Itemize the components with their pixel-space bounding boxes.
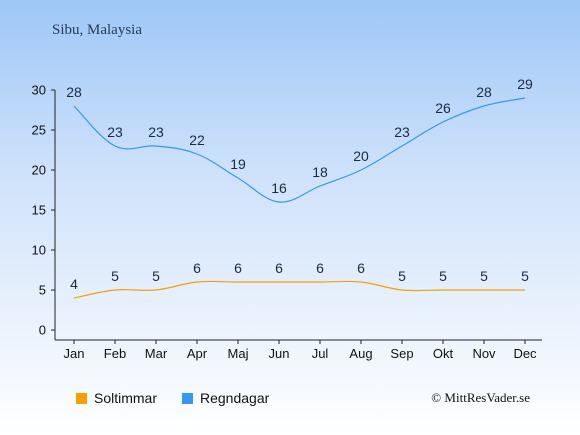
legend-swatch-regndagar [182,392,193,404]
legend-swatch-soltimmar [76,392,87,404]
series-line-regndagar [73,97,526,203]
y-tick-label: 10 [32,243,46,258]
legend-label-soltimmar: Soltimmar [94,390,158,406]
legend-label-regndagar: Regndagar [200,390,270,406]
y-tick-label: 25 [32,123,46,138]
x-tick-label: Jun [269,346,290,361]
data-label-soltimmar: 6 [234,260,242,276]
data-label-soltimmar: 4 [70,276,78,292]
legend-item-soltimmar: Soltimmar [76,390,157,406]
data-label-regndagar: 20 [353,148,369,164]
data-label-regndagar: 23 [107,124,123,140]
data-label-regndagar: 28 [476,84,492,100]
data-label-regndagar: 29 [517,76,533,92]
data-label-regndagar: 26 [435,100,451,116]
legend-item-regndagar: Regndagar [182,390,269,406]
data-label-regndagar: 28 [66,84,82,100]
x-tick-label: Dec [513,346,537,361]
data-label-soltimmar: 5 [439,268,447,284]
data-label-soltimmar: 5 [111,268,119,284]
y-tick-label: 20 [32,163,46,178]
series-line-soltimmar [73,280,525,299]
data-label-regndagar: 23 [394,124,410,140]
data-label-soltimmar: 5 [480,268,488,284]
data-label-soltimmar: 6 [193,260,201,276]
chart-title: Sibu, Malaysia [52,22,142,38]
y-tick-label: 15 [32,203,46,218]
x-tick-label: Maj [228,346,249,361]
x-tick-label: Sep [390,346,413,361]
x-tick-label: Okt [433,346,454,361]
data-label-soltimmar: 5 [398,268,406,284]
data-label-soltimmar: 5 [521,268,529,284]
data-label-soltimmar: 5 [152,268,160,284]
y-tick-label: 30 [32,83,46,98]
data-label-regndagar: 18 [312,164,328,180]
x-tick-label: Feb [104,346,126,361]
data-label-soltimmar: 6 [275,260,283,276]
data-label-regndagar: 22 [189,132,205,148]
y-tick-label: 5 [39,283,46,298]
data-label-regndagar: 23 [148,124,164,140]
data-label-soltimmar: 6 [357,260,365,276]
x-tick-label: Aug [349,346,372,361]
credit-text: © MittResVader.se [431,390,530,405]
x-tick-label: Jan [64,346,85,361]
y-tick-label: 0 [39,323,46,338]
x-tick-label: Apr [187,346,208,361]
x-tick-label: Nov [472,346,496,361]
data-label-regndagar: 19 [230,156,246,172]
data-label-soltimmar: 6 [316,260,324,276]
data-label-regndagar: 16 [271,180,287,196]
x-tick-label: Mar [145,346,168,361]
x-tick-label: Jul [312,346,329,361]
